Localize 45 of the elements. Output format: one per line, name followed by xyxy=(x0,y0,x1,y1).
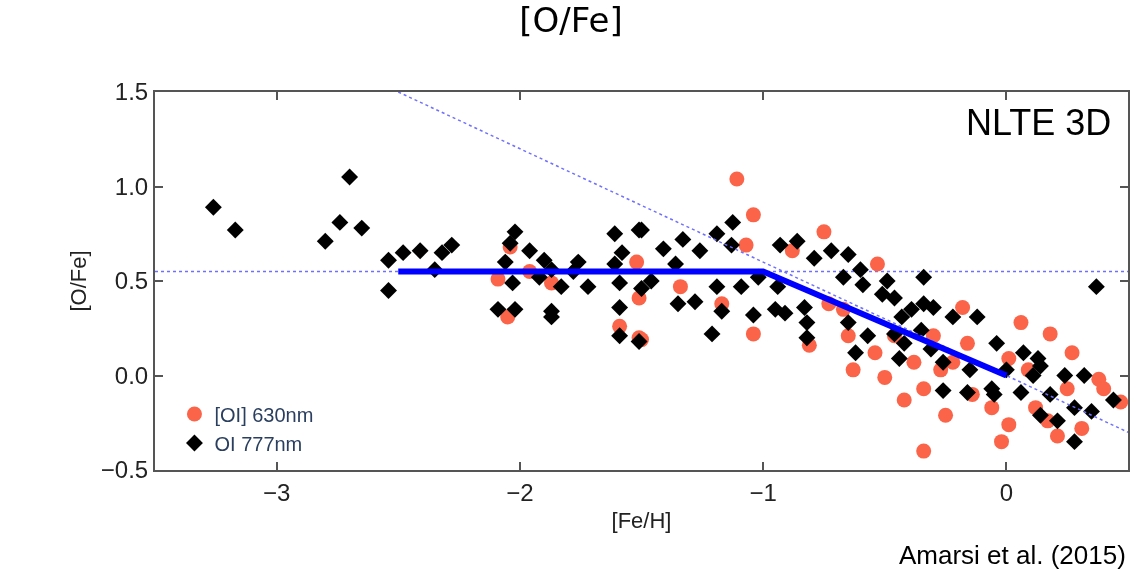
point xyxy=(906,354,922,370)
point xyxy=(984,400,1000,416)
point xyxy=(916,443,932,459)
x-tick-label: 0 xyxy=(999,478,1014,506)
point xyxy=(896,392,912,408)
point xyxy=(916,381,932,397)
point xyxy=(816,224,832,240)
y-tick-label: 1.0 xyxy=(114,172,149,200)
annotation: NLTE 3D xyxy=(966,102,1112,143)
point xyxy=(629,254,645,270)
point xyxy=(1013,315,1029,331)
point xyxy=(840,328,856,344)
y-tick-label: 1.5 xyxy=(114,78,149,106)
point xyxy=(1001,417,1017,433)
point xyxy=(745,207,761,223)
point xyxy=(1059,381,1075,397)
point xyxy=(1049,428,1065,444)
legend-label: [OI] 630nm xyxy=(214,403,314,426)
x-axis-title: [Fe/H] xyxy=(611,508,672,534)
y-tick-label: 0.0 xyxy=(114,361,149,389)
point xyxy=(1064,345,1080,361)
point xyxy=(1042,326,1058,342)
point xyxy=(672,279,688,295)
y-tick-label: −0.5 xyxy=(100,456,149,484)
point xyxy=(955,299,971,315)
point xyxy=(877,369,893,385)
x-tick-label: −2 xyxy=(506,478,534,506)
point xyxy=(1096,381,1112,397)
y-tick-label: 0.5 xyxy=(114,267,149,295)
legend-label: OI 777nm xyxy=(214,432,303,455)
point xyxy=(867,345,883,361)
chart-title: [O/Fe] xyxy=(519,0,623,41)
point xyxy=(959,335,975,351)
point xyxy=(738,237,754,253)
point xyxy=(729,171,745,187)
text: Amarsi et al. (2015) xyxy=(899,540,1126,570)
point xyxy=(745,326,761,342)
point xyxy=(1074,420,1090,436)
point xyxy=(845,362,861,378)
point xyxy=(938,407,954,423)
x-tick-label: −3 xyxy=(262,478,291,506)
x-tick-label: −1 xyxy=(749,478,777,506)
y-axis-title: [O/Fe] xyxy=(66,250,92,312)
point xyxy=(994,434,1010,450)
point xyxy=(869,256,885,272)
